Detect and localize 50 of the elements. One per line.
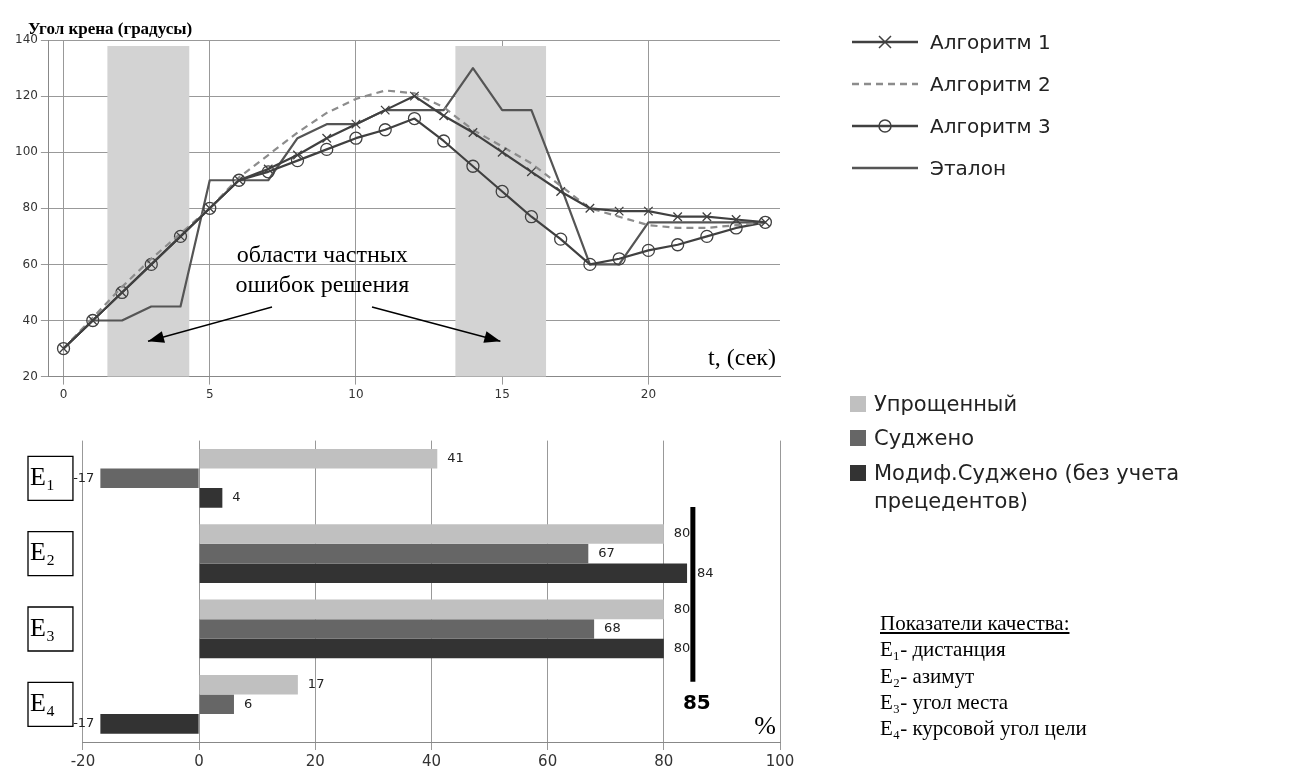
text: Показатели качества:	[880, 610, 1071, 637]
x-tick-label: 40	[421, 751, 442, 770]
x-tick-label: 0	[59, 386, 68, 401]
y-tick-label: 20	[22, 368, 38, 383]
legend-label: Эталон	[930, 156, 1006, 180]
y-tick-label: E₂	[29, 537, 55, 567]
annotation: области частных ошибок решения	[235, 240, 410, 297]
x-axis-title: t, (сек)	[708, 343, 776, 370]
legend-label: Суджено	[874, 425, 975, 453]
x-tick-label: 100	[765, 751, 795, 770]
x-tick-label: 0	[194, 751, 204, 770]
text: E₁- дистанция	[880, 636, 1007, 663]
legend-label: Алгоритм 2	[930, 72, 1051, 96]
text: E₂- азимут	[880, 662, 976, 689]
data-label: 80	[673, 525, 691, 541]
x-tick-label: 10	[348, 386, 364, 401]
x-axis-title: %	[754, 710, 776, 740]
y-tick-label: 40	[22, 312, 38, 327]
x-tick-label: -20	[70, 751, 96, 770]
data-label: 4	[232, 489, 241, 505]
legend-label: Модиф.Суджено (без учета прецедентов)	[874, 459, 1181, 516]
x-tick-label: 20	[640, 386, 657, 401]
data-label: 80	[673, 600, 691, 616]
data-label: 17	[307, 676, 325, 692]
legend-label: Алгоритм 1	[930, 30, 1051, 54]
text: E₃- угол места	[880, 688, 1010, 715]
y-tick-label: 60	[22, 256, 38, 271]
legend-label: Упрощенный	[874, 391, 1018, 418]
data-label: 68	[604, 620, 621, 636]
data-label: 41	[447, 450, 464, 466]
y-tick-label: 80	[22, 200, 38, 215]
y-tick-label: 120	[15, 88, 38, 103]
x-tick-label: 80	[654, 751, 674, 770]
y-tick-label: E₁	[29, 462, 55, 492]
x-tick-label: 20	[305, 751, 325, 770]
data-label: 84	[697, 564, 714, 580]
data-label: 6	[243, 695, 253, 711]
x-tick-label: 60	[538, 751, 558, 770]
x-tick-label: 5	[205, 386, 214, 401]
data-label: -17	[73, 469, 95, 485]
data-label: 67	[598, 545, 615, 560]
text: E₄- курсовой угол цели	[880, 715, 1087, 742]
y-tick-label: 100	[15, 144, 38, 159]
x-tick-label: 15	[494, 386, 510, 401]
data-label: -17	[73, 715, 95, 731]
ref-line-label: 85	[682, 689, 711, 714]
y-tick-label: E₃	[29, 612, 55, 642]
data-label: 80	[673, 639, 691, 655]
legend-label: Алгоритм 3	[930, 114, 1051, 138]
y-tick-label: E₄	[29, 688, 55, 718]
